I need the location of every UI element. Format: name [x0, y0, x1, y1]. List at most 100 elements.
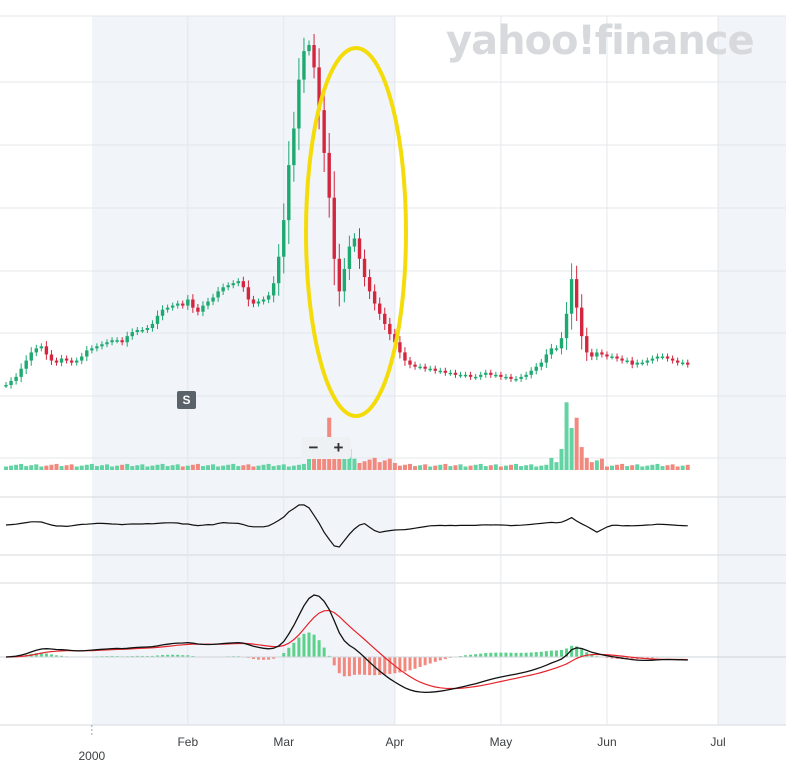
volume-bar-88 — [448, 466, 453, 470]
macd-hist-79 — [403, 657, 407, 672]
volume-bar-117 — [594, 460, 599, 470]
macd-hist-56 — [287, 647, 291, 657]
candle-body-57 — [292, 128, 296, 166]
macd-hist-71 — [363, 657, 367, 675]
macd-hist-80 — [408, 657, 412, 671]
candle-body-133 — [675, 360, 680, 363]
macd-hist-55 — [282, 653, 286, 657]
candle-body-62 — [317, 67, 321, 111]
volume-bar-56 — [286, 466, 291, 470]
macd-hist-30 — [156, 655, 159, 657]
macd-hist-112 — [570, 645, 574, 657]
zoom-in-button[interactable]: + — [333, 438, 344, 457]
macd-hist-100 — [509, 652, 513, 657]
candle-body-46 — [236, 281, 240, 284]
volume-bar-32 — [165, 466, 170, 470]
macd-hist-70 — [358, 657, 361, 675]
candle-body-40 — [206, 301, 210, 306]
candle-body-23 — [120, 340, 124, 343]
macd-hist-105 — [534, 652, 538, 657]
candle-body-48 — [246, 287, 251, 300]
volume-bar-111 — [564, 402, 569, 470]
macd-hist-9 — [49, 654, 53, 657]
candle-body-117 — [595, 352, 599, 357]
candle-body-51 — [261, 299, 266, 302]
volume-bar-119 — [604, 466, 609, 470]
macd-hist-116 — [590, 654, 594, 657]
candle-body-124 — [630, 360, 634, 365]
macd-hist-106 — [539, 651, 543, 657]
volume-bar-15 — [79, 465, 84, 470]
candle-body-58 — [297, 79, 301, 129]
volume-bar-49 — [251, 466, 256, 470]
volume-bar-116 — [589, 462, 594, 470]
macd-hist-33 — [171, 654, 175, 657]
candle-body-86 — [438, 370, 442, 373]
candle-body-54 — [277, 256, 281, 284]
candle-body-73 — [372, 291, 377, 304]
candle-body-5 — [29, 352, 33, 361]
candle-body-64 — [327, 152, 331, 198]
macd-hist-99 — [504, 652, 508, 657]
volume-bar-42 — [216, 466, 221, 470]
candle-body-52 — [266, 295, 271, 300]
volume-bar-51 — [261, 464, 266, 470]
volume-bar-57 — [291, 465, 296, 470]
candle-body-36 — [186, 299, 190, 306]
candle-body-28 — [145, 327, 150, 331]
volume-bar-43 — [221, 465, 226, 470]
volume-bar-104 — [529, 464, 534, 470]
macd-hist-127 — [645, 657, 649, 659]
shaded-period-0 — [91, 16, 395, 725]
candle-body-76 — [388, 323, 392, 335]
candle-body-32 — [165, 307, 170, 310]
candle-body-107 — [544, 354, 549, 363]
candle-body-68 — [347, 246, 352, 269]
volume-bar-96 — [488, 465, 493, 470]
volume-bar-8 — [44, 465, 49, 470]
candle-body-118 — [600, 352, 604, 355]
candle-body-110 — [559, 338, 564, 349]
volume-bar-46 — [236, 466, 241, 470]
event-s-badge[interactable]: S — [177, 391, 196, 409]
volume-bar-55 — [281, 464, 286, 470]
volume-bar-101 — [514, 463, 519, 470]
volume-bar-97 — [493, 464, 498, 470]
candle-body-122 — [620, 358, 624, 361]
volume-bar-0 — [4, 466, 8, 470]
volume-bar-84 — [428, 466, 433, 470]
candle-body-132 — [670, 358, 675, 361]
macd-hist-75 — [383, 657, 387, 675]
candle-body-17 — [90, 348, 94, 351]
candle-body-102 — [519, 376, 523, 379]
candle-body-67 — [342, 268, 347, 292]
macd-hist-65 — [332, 657, 336, 666]
zoom-out-button[interactable]: − — [308, 438, 319, 457]
volume-bar-100 — [509, 464, 513, 470]
candle-body-31 — [160, 309, 165, 316]
candle-body-61 — [312, 45, 316, 68]
candle-body-104 — [529, 370, 533, 375]
macd-hist-98 — [499, 652, 503, 657]
candle-body-24 — [125, 336, 129, 343]
volume-bar-130 — [660, 466, 665, 470]
macd-hist-108 — [549, 650, 553, 657]
candle-body-47 — [241, 281, 246, 288]
volume-bar-112 — [569, 428, 574, 470]
candle-body-101 — [514, 378, 518, 381]
shaded-period-1 — [718, 16, 786, 725]
volume-bar-114 — [579, 447, 584, 470]
macd-hist-10 — [55, 655, 58, 657]
volume-bar-10 — [54, 463, 59, 470]
candle-body-56 — [287, 165, 291, 221]
candle-body-112 — [569, 279, 574, 314]
macd-hist-103 — [524, 652, 528, 657]
volume-bar-22 — [115, 465, 120, 470]
macd-hist-115 — [585, 652, 589, 657]
macd-hist-104 — [529, 652, 533, 657]
x-tick-Jun: Jun — [597, 735, 616, 749]
candle-body-93 — [473, 376, 478, 379]
candle-body-37 — [191, 299, 195, 308]
volume-bar-92 — [468, 465, 473, 470]
